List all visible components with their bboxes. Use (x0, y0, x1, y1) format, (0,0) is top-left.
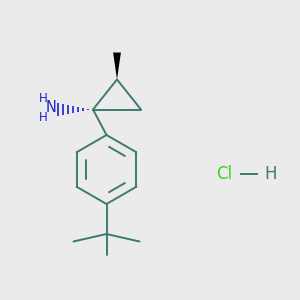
Polygon shape (113, 52, 121, 80)
Text: H: H (39, 92, 48, 105)
Text: H: H (264, 165, 277, 183)
Text: Cl: Cl (216, 165, 232, 183)
Text: N: N (46, 100, 56, 115)
Text: H: H (39, 111, 48, 124)
